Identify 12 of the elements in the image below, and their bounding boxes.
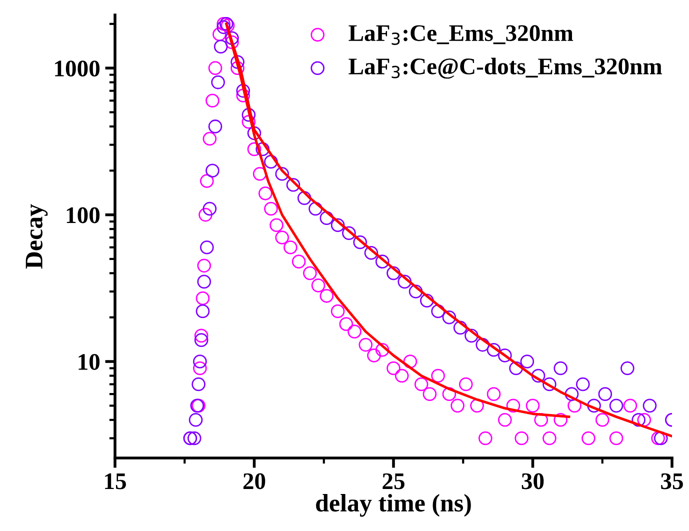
y-tick-label: 100 xyxy=(66,207,100,224)
y-tick-label: 1000 xyxy=(55,60,100,76)
x-axis-title: delay time (ns) xyxy=(316,494,471,517)
y-tick-label: 10 xyxy=(78,354,100,370)
y-axis-title: Decay xyxy=(26,204,48,269)
legend-label: LaF$_{3}$:Ce_Ems_320nm xyxy=(348,25,574,45)
x-tick-label: 20 xyxy=(243,473,266,490)
x-tick-label: 15 xyxy=(105,473,126,490)
x-tick-label: 30 xyxy=(522,473,544,490)
legend-label: LaF$_{3}$:Ce@C-dots_Ems_320nm xyxy=(348,58,662,79)
x-tick-label: 25 xyxy=(382,473,404,490)
x-tick-label: 35 xyxy=(661,473,683,490)
